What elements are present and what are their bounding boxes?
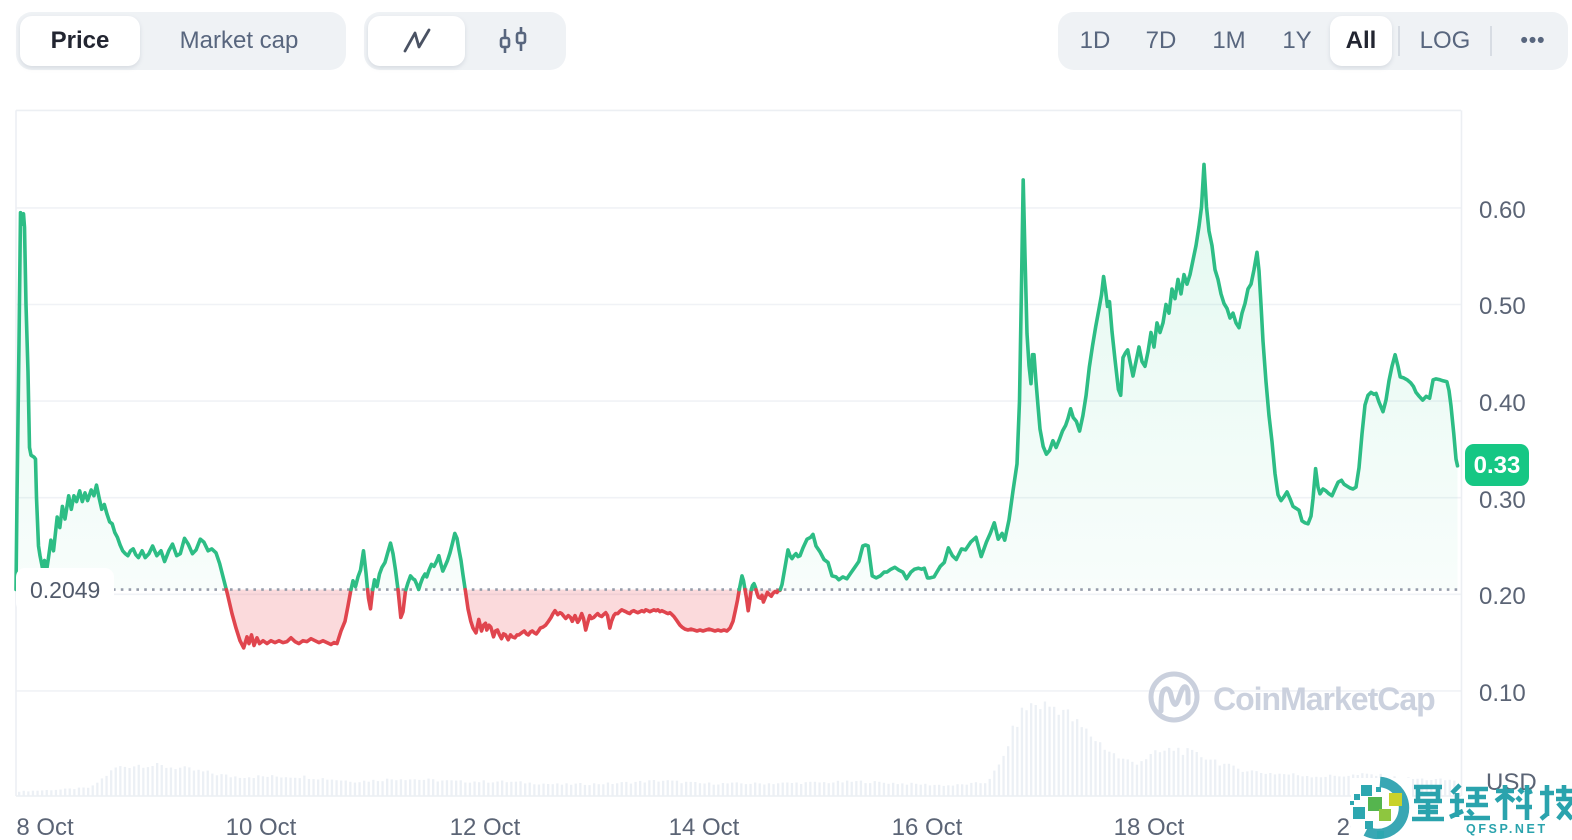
svg-text:10 Oct: 10 Oct <box>226 814 297 840</box>
svg-text:0.30: 0.30 <box>1479 487 1526 514</box>
svg-text:0.20: 0.20 <box>1479 583 1526 610</box>
svg-text:0.2049: 0.2049 <box>30 577 100 603</box>
svg-text:0.33: 0.33 <box>1474 452 1521 479</box>
svg-text:18 Oct: 18 Oct <box>1114 814 1185 840</box>
svg-text:0.40: 0.40 <box>1479 390 1526 417</box>
svg-text:16 Oct: 16 Oct <box>892 814 963 840</box>
svg-text:12 Oct: 12 Oct <box>450 814 521 840</box>
svg-text:0.60: 0.60 <box>1479 197 1526 224</box>
svg-text:0.10: 0.10 <box>1479 680 1526 707</box>
svg-text:CoinMarketCap: CoinMarketCap <box>1213 681 1435 717</box>
svg-text:14 Oct: 14 Oct <box>669 814 740 840</box>
svg-text:QFSP.NET: QFSP.NET <box>1466 822 1548 836</box>
svg-text:0.50: 0.50 <box>1479 293 1526 320</box>
svg-text:8 Oct: 8 Oct <box>16 814 74 840</box>
